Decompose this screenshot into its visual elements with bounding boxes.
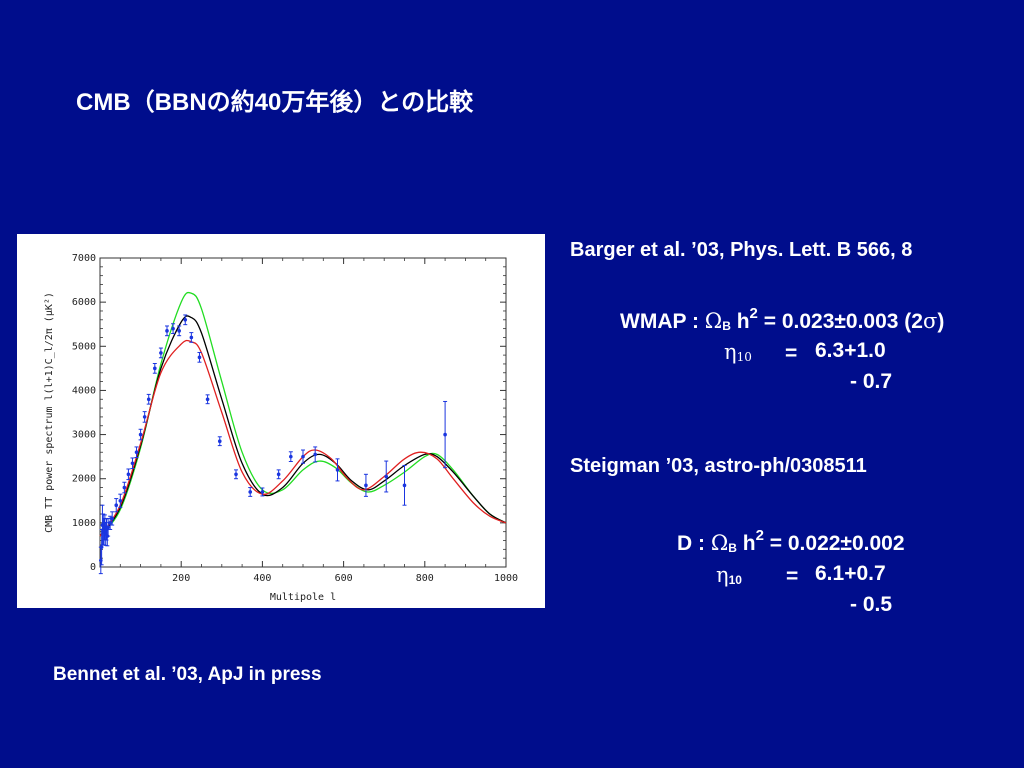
d-eta-minus: - 0.5 (850, 593, 893, 616)
y-tick-label: 6000 (72, 297, 96, 308)
data-point (197, 355, 202, 360)
cmb-power-spectrum-plot: 0 1000 2000 3000 4000 5000 6000 7000 200 400 600 80… (17, 234, 545, 608)
data-point (183, 318, 188, 322)
eta-symbol: η (724, 340, 737, 364)
data-point (260, 490, 265, 494)
data-point (313, 452, 317, 457)
plot-svg: 0 1000 2000 3000 4000 5000 6000 7000 200 400 600 80… (44, 253, 518, 603)
wmap-eta-equals: = (785, 342, 798, 365)
data-point (177, 329, 181, 333)
data-point (126, 472, 131, 477)
data-point (159, 351, 163, 355)
reference-bennet: Bennet et al. ’03, ApJ in press (53, 664, 322, 685)
data-point (108, 521, 112, 525)
y-tick-label: 1000 (72, 518, 96, 529)
omega-symbol: Ω (710, 531, 729, 555)
data-point (130, 461, 135, 466)
data-point (248, 490, 253, 494)
y-tick-label: 0 (90, 562, 96, 573)
data-point (217, 439, 222, 443)
data-point (99, 545, 104, 549)
data-point (153, 366, 157, 371)
eta-subscript: 10 (728, 573, 742, 587)
x-tick-label: 800 (416, 573, 434, 584)
wmap-close-paren: ) (937, 310, 945, 333)
slide-title: CMB（BBNの約40万年後）との比較 (76, 89, 474, 116)
data-point (364, 483, 368, 488)
data-point (189, 335, 194, 340)
data-point (134, 450, 139, 455)
data-point (165, 329, 169, 333)
y-tick-label: 3000 (72, 430, 96, 441)
x-tick-label: 400 (253, 573, 271, 584)
wmap-value: = 0.023±0.003 (2 (757, 310, 923, 333)
omega-symbol: Ω (704, 309, 723, 333)
x-tick-label: 1000 (494, 573, 518, 584)
data-point (301, 454, 305, 459)
eta-subscript: 10 (736, 350, 752, 364)
data-point (384, 474, 389, 479)
h-superscript: 2 (749, 305, 758, 322)
data-point (110, 516, 114, 521)
deuterium-equation: D : ΩB h2 = 0.022±0.002 (677, 527, 905, 556)
y-tick-label: 2000 (72, 474, 96, 485)
data-point (276, 472, 281, 477)
h-superscript: 2 (755, 527, 764, 544)
d-value: = 0.022±0.002 (763, 532, 905, 555)
data-point (205, 397, 210, 402)
data-point (138, 432, 143, 437)
d-eta-equals: = (786, 565, 799, 588)
wmap-equation: WMAP : ΩB h2 = 0.023±0.003 (2σ) (620, 305, 945, 334)
data-point (146, 397, 151, 402)
y-tick-label: 5000 (72, 341, 96, 352)
model-curve-best_fit (99, 315, 507, 537)
model-curve-curve_low (99, 339, 507, 537)
data-point (335, 468, 340, 472)
data-point (122, 485, 127, 490)
d-label: D : (677, 532, 711, 555)
data-point (171, 326, 175, 331)
data-point (289, 454, 293, 459)
h-symbol: h (730, 310, 750, 333)
eta-symbol: η (716, 563, 729, 587)
y-tick-label: 4000 (72, 385, 96, 396)
wmap-eta: η10 (724, 340, 752, 365)
data-point (114, 503, 119, 508)
d-eta: η10 (716, 563, 742, 588)
x-tick-label: 600 (335, 573, 353, 584)
x-tick-label: 200 (172, 573, 190, 584)
data-point (402, 483, 407, 488)
data-point (106, 525, 110, 530)
wmap-eta-minus: - 0.7 (850, 370, 893, 393)
wmap-eta-value: 6.3+1.0 (815, 339, 886, 362)
data-point (118, 498, 123, 503)
omega-subscript: B (722, 319, 731, 333)
data-point (142, 415, 147, 419)
omega-subscript: B (728, 541, 737, 555)
d-eta-value: 6.1+0.7 (815, 562, 886, 585)
wmap-label: WMAP : (620, 310, 705, 333)
data-point (443, 432, 447, 437)
x-axis-label: Multipole l (270, 592, 336, 603)
data-point (234, 472, 238, 477)
sigma-symbol: σ (922, 309, 938, 333)
y-axis-label: CMB TT power spectrum l(l+1)C_l/2π (μK²) (44, 292, 55, 533)
reference-steigman: Steigman ’03, astro-ph/0308511 (570, 455, 867, 477)
y-tick-label: 7000 (72, 253, 96, 264)
reference-barger: Barger et al. ’03, Phys. Lett. B 566, 8 (570, 239, 913, 261)
model-curve-curve_high (99, 291, 507, 537)
h-symbol: h (736, 532, 756, 555)
